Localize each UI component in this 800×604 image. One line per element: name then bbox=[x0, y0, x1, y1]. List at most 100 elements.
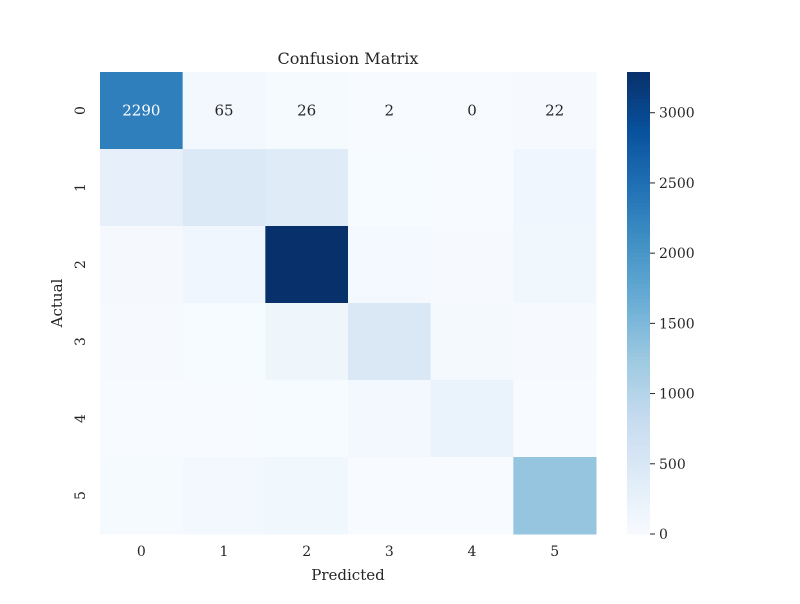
colorbar-segment bbox=[627, 145, 650, 150]
heatmap-cell bbox=[100, 303, 184, 381]
colorbar-segment bbox=[627, 345, 650, 350]
colorbar-segment bbox=[627, 372, 650, 377]
colorbar-segment bbox=[627, 395, 650, 400]
heatmap-cell bbox=[430, 72, 514, 150]
colorbar-segment bbox=[627, 368, 650, 373]
y-tick-label: 0 bbox=[73, 106, 89, 115]
colorbar-segment bbox=[627, 249, 650, 254]
colorbar-segment bbox=[627, 414, 650, 420]
colorbar-segment bbox=[627, 229, 650, 235]
heatmap-cell-value: 2 bbox=[385, 102, 395, 120]
heatmap-cell-labels: 2290 65 26 2 0 22 bbox=[122, 102, 564, 120]
heatmap-cell bbox=[100, 457, 184, 535]
heatmap-cell bbox=[430, 457, 514, 535]
colorbar-segment bbox=[627, 191, 650, 196]
colorbar-segment bbox=[627, 445, 650, 450]
heatmap-cell-value: 0 bbox=[467, 102, 477, 120]
colorbar-segment bbox=[627, 98, 650, 104]
colorbar-segment bbox=[627, 183, 650, 189]
heatmap-cell-value: 26 bbox=[297, 102, 316, 120]
colorbar-segment bbox=[627, 299, 650, 304]
x-axis-ticks: 0 1 2 3 4 5 bbox=[137, 544, 559, 560]
colorbar-segment bbox=[627, 499, 650, 504]
colorbar-segment bbox=[627, 291, 650, 296]
colorbar-segment bbox=[627, 322, 650, 327]
colorbar-segment bbox=[627, 510, 650, 516]
colorbar-segment bbox=[627, 164, 650, 169]
colorbar-segment bbox=[627, 75, 650, 81]
x-tick-label: 2 bbox=[302, 544, 311, 560]
colorbar-segment bbox=[627, 91, 650, 96]
colorbar-segment bbox=[627, 487, 650, 493]
heatmap-cell bbox=[348, 72, 432, 150]
heatmap-cell bbox=[100, 380, 184, 458]
colorbar-segment bbox=[627, 252, 650, 258]
heatmap-cells bbox=[100, 72, 597, 535]
colorbar-segment bbox=[627, 149, 650, 154]
colorbar-segment bbox=[627, 422, 650, 427]
colorbar-segment bbox=[627, 222, 650, 227]
colorbar-tick-label: 2000 bbox=[659, 246, 695, 262]
colorbar-segment bbox=[627, 318, 650, 323]
y-tick-label: 2 bbox=[73, 260, 89, 269]
colorbar-segment bbox=[627, 495, 650, 500]
colorbar-segment bbox=[627, 441, 650, 447]
colorbar-segment bbox=[627, 133, 650, 139]
heatmap-cell bbox=[265, 226, 349, 304]
colorbar-tick-label: 2500 bbox=[659, 176, 695, 192]
colorbar-segment bbox=[627, 464, 650, 470]
colorbar-segment bbox=[627, 391, 650, 396]
heatmap-cell bbox=[513, 457, 597, 535]
colorbar-segment bbox=[627, 129, 650, 135]
heatmap-cell bbox=[348, 149, 432, 227]
y-tick-label: 1 bbox=[73, 183, 89, 192]
colorbar-segment bbox=[627, 503, 650, 508]
colorbar-segment bbox=[627, 514, 650, 520]
colorbar-segment bbox=[627, 233, 650, 239]
colorbar-segment bbox=[627, 406, 650, 412]
heatmap-cell bbox=[513, 226, 597, 304]
colorbar-segment bbox=[627, 314, 650, 319]
colorbar-segment bbox=[627, 72, 650, 77]
heatmap-cell bbox=[513, 72, 597, 150]
colorbar-segment bbox=[627, 214, 650, 219]
heatmap-cell bbox=[430, 149, 514, 227]
colorbar-segment bbox=[627, 457, 650, 462]
colorbar-segment bbox=[627, 387, 650, 393]
y-tick-label: 3 bbox=[73, 337, 89, 346]
heatmap-cell bbox=[348, 457, 432, 535]
colorbar-segment bbox=[627, 472, 650, 477]
colorbar-segment bbox=[627, 152, 650, 158]
colorbar-segment bbox=[627, 337, 650, 343]
colorbar-tick-label: 3000 bbox=[659, 106, 695, 122]
colorbar-segment bbox=[627, 418, 650, 423]
colorbar-segment bbox=[627, 114, 650, 119]
heatmap-cell bbox=[348, 303, 432, 381]
colorbar-segment bbox=[627, 376, 650, 381]
colorbar-segment bbox=[627, 383, 650, 389]
colorbar-segment bbox=[627, 476, 650, 481]
colorbar-segment bbox=[627, 426, 650, 431]
colorbar-segment bbox=[627, 102, 650, 108]
colorbar-segment bbox=[627, 518, 650, 524]
colorbar-segment bbox=[627, 118, 650, 123]
heatmap-cell bbox=[265, 72, 349, 150]
heatmap-cell bbox=[513, 303, 597, 381]
x-tick-label: 5 bbox=[550, 544, 559, 560]
colorbar-segment bbox=[627, 279, 650, 285]
x-tick-label: 1 bbox=[220, 544, 229, 560]
heatmap-cell-value: 65 bbox=[214, 102, 233, 120]
colorbar-segment bbox=[627, 264, 650, 269]
y-tick-label: 5 bbox=[73, 491, 89, 500]
colorbar-segment bbox=[627, 522, 650, 527]
x-axis-label: Predicted bbox=[311, 566, 385, 584]
colorbar-segment bbox=[627, 87, 650, 92]
colorbar-segment bbox=[627, 480, 650, 485]
heatmap-cell bbox=[265, 149, 349, 227]
colorbar-segment bbox=[627, 125, 650, 131]
colorbar-segment bbox=[627, 303, 650, 308]
colorbar-segment bbox=[627, 79, 650, 85]
colorbar-segment bbox=[627, 175, 650, 181]
